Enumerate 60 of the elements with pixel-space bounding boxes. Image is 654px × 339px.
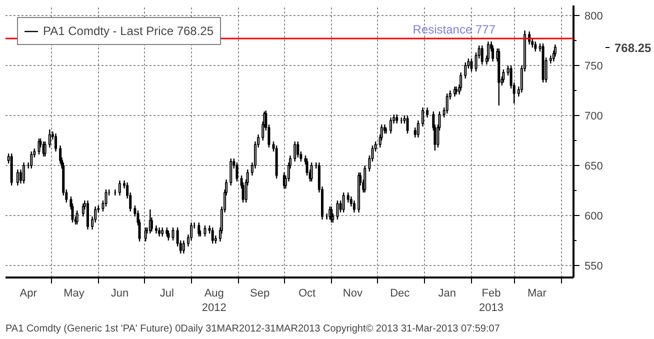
candlestick xyxy=(346,192,350,204)
candlestick xyxy=(421,106,424,128)
candlestick xyxy=(86,200,89,230)
candlestick xyxy=(118,180,121,196)
x-tick-label: Sep xyxy=(250,288,270,300)
candlestick xyxy=(167,230,170,242)
candlestick xyxy=(406,114,409,134)
candlestick xyxy=(446,92,448,114)
candlestick xyxy=(48,128,51,148)
candlestick xyxy=(492,44,494,62)
candlestick xyxy=(460,72,462,92)
y-tick-label: 750 xyxy=(584,60,603,72)
y-tick-label: 700 xyxy=(584,110,603,122)
candlestick xyxy=(390,116,392,134)
text: 768.25 xyxy=(614,40,652,55)
x-tick-label: Dec xyxy=(390,288,410,300)
y-tick-label: 800 xyxy=(584,10,603,22)
candlestick xyxy=(82,202,84,218)
x-tick-label: Aug 2012 xyxy=(202,288,226,314)
x-tick-label: Oct xyxy=(298,288,316,300)
candlestick xyxy=(364,164,366,194)
candlestick xyxy=(426,106,429,118)
candlestick xyxy=(182,240,185,254)
x-tick-label: Jun xyxy=(110,288,129,300)
candlestick xyxy=(534,40,537,52)
x-tick-label: Mar xyxy=(527,288,547,300)
y-tick-label: 550 xyxy=(584,260,603,272)
x-tick-label: Jul xyxy=(160,288,174,300)
legend-label: PA1 Comdty - Last Price 768.25 xyxy=(43,24,214,38)
candlestick xyxy=(464,62,467,80)
candlestick xyxy=(480,44,484,66)
candlestick xyxy=(486,40,490,62)
x-tick-label: Feb 2013 xyxy=(479,288,504,314)
y-tick-label: 600 xyxy=(584,210,603,222)
candlestick xyxy=(296,140,300,158)
x-tick-label: May xyxy=(64,288,85,300)
candlestick xyxy=(502,68,505,84)
candlestick xyxy=(352,200,356,214)
x-tick-label: Nov xyxy=(342,288,363,300)
candlestick xyxy=(22,162,26,184)
candlestick xyxy=(342,192,345,214)
candlestick xyxy=(336,200,339,220)
candlestick xyxy=(204,224,206,238)
text: PA1 Comdty (Generic 1st 'PA' Future) 0Daily 31MAR2012-31MAR2013 Copyright© 2013 31-Mar-2013 07:59:07 xyxy=(6,324,500,334)
candlestick xyxy=(54,132,58,152)
candlestick xyxy=(211,226,214,244)
x-tick-label: Apr xyxy=(20,288,38,300)
candlestick xyxy=(172,226,174,242)
candlestick xyxy=(230,158,232,186)
candlestick xyxy=(30,150,33,170)
candlestick xyxy=(414,126,416,138)
candlestick xyxy=(470,58,473,72)
candlestick xyxy=(236,162,238,182)
candlestick xyxy=(16,168,19,186)
candlestick xyxy=(104,188,108,208)
x-tick-label: Jan xyxy=(438,288,456,300)
candlestick xyxy=(294,140,296,162)
candlestick xyxy=(416,120,420,138)
y-tick-label: 650 xyxy=(584,160,603,172)
ref-line-label: Resistance 777 xyxy=(412,22,496,36)
